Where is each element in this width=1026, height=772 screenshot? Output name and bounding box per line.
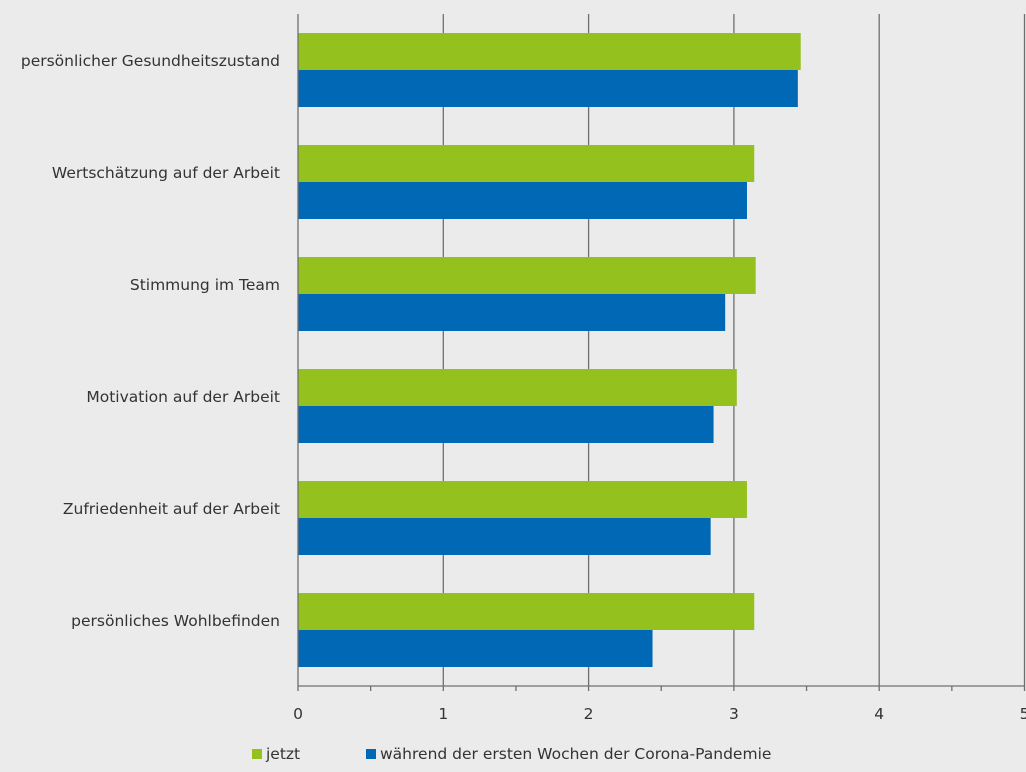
category-label: persönliches Wohlbefinden (71, 612, 280, 630)
x-tick-label: 1 (438, 705, 448, 723)
bars-layer (298, 33, 801, 667)
x-tick-label: 0 (293, 705, 303, 723)
bar-corona-2 (298, 182, 747, 219)
grid-layer (442, 14, 1026, 686)
category-label: Stimmung im Team (130, 276, 280, 294)
category-label: Zufriedenheit auf der Arbeit (63, 500, 280, 518)
x-tick-label: 2 (584, 705, 594, 723)
bar-corona-4 (298, 406, 714, 443)
bar-jetzt-2 (298, 145, 755, 182)
category-label: Wertschätzung auf der Arbeit (52, 164, 280, 182)
axis-layer (297, 14, 1026, 691)
labels-layer: persönlicher Gesundheitszustand Wertschät… (21, 52, 1026, 723)
x-tick-label: 4 (874, 705, 884, 723)
bar-corona-1 (298, 70, 798, 107)
bar-jetzt-4 (298, 369, 737, 406)
bar-jetzt-5 (298, 481, 747, 518)
bar-jetzt-1 (298, 33, 801, 70)
legend: jetzt während der ersten Wochen der Coron… (252, 745, 771, 763)
bar-corona-3 (298, 294, 726, 331)
category-label: persönlicher Gesundheitszustand (21, 52, 280, 70)
legend-label: während der ersten Wochen der Corona-Pan… (380, 745, 771, 763)
x-tick-label: 5 (1020, 705, 1026, 723)
legend-swatch (252, 749, 262, 759)
x-tick-label: 3 (729, 705, 739, 723)
legend-swatch (366, 749, 376, 759)
bar-corona-5 (298, 518, 711, 555)
category-label: Motivation auf der Arbeit (86, 388, 280, 406)
legend-label: jetzt (265, 745, 300, 763)
bar-jetzt-6 (298, 593, 755, 630)
bar-jetzt-3 (298, 257, 756, 294)
bar-corona-6 (298, 630, 653, 667)
